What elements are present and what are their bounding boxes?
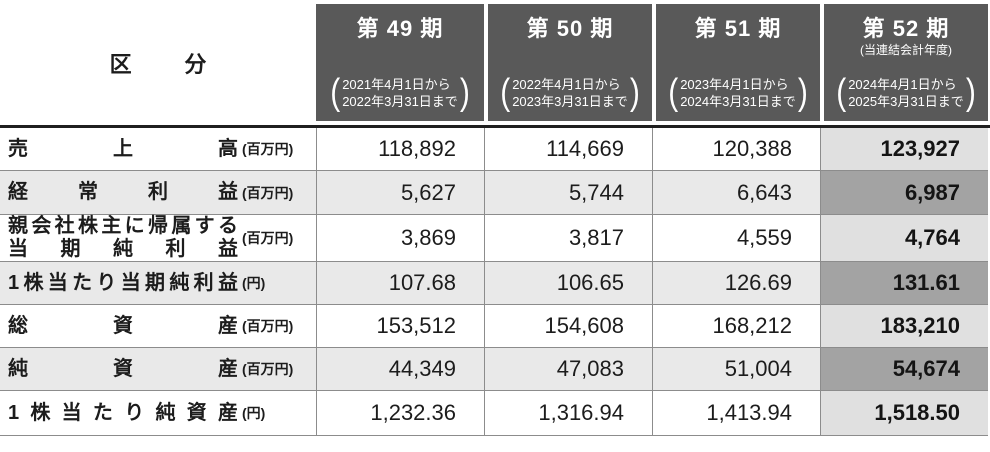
period-50-date-to: 2023年3月31日まで (512, 94, 628, 110)
row-label-cell: 総資産 (百万円) (0, 305, 316, 348)
period-51-date-from: 2023年4月1日から (680, 76, 789, 92)
row-unit: (百万円) (242, 230, 294, 246)
value-cell-51: 1,413.94 (652, 391, 820, 436)
open-paren: ( (330, 72, 341, 114)
row-label: 純資産 (8, 357, 238, 380)
period-header-52-current: 第 52 期 (当連結会計年度) ( 2024年4月1日から 2025年3月31日… (820, 4, 988, 121)
period-header-51: 第 51 期 ( 2023年4月1日から 2024年3月31日まで ) (652, 4, 820, 121)
value-cell-50: 106.65 (484, 262, 652, 305)
period-49-date-from: 2021年4月1日から (342, 76, 451, 92)
period-header-50: 第 50 期 ( 2022年4月1日から 2023年3月31日まで ) (484, 4, 652, 121)
value-cell-49: 44,349 (316, 348, 484, 391)
table-header-row: 区分 第 49 期 ( 2021年4月1日から 2022年3月31日まで ) 第 … (0, 0, 990, 121)
value-cell-52: 131.61 (820, 262, 988, 305)
period-header-49-top: 第 49 期 (356, 16, 444, 41)
value-cell-52: 1,518.50 (820, 391, 988, 436)
value-cell-49: 118,892 (316, 128, 484, 171)
row-label-cell: 経常利益 (百万円) (0, 171, 316, 215)
value-cell-52: 183,210 (820, 305, 988, 348)
value-cell-49: 3,869 (316, 215, 484, 262)
open-paren: ( (668, 72, 679, 114)
row-label-line1: 親会社株主に帰属する (8, 215, 238, 237)
category-header-cell: 区分 (0, 4, 316, 121)
table-row-profit-attributable-to-owners: 親会社株主に帰属する 当期純利益 (百万円) 3,869 3,817 4,559 … (0, 215, 990, 262)
row-label-cell: 親会社株主に帰属する 当期純利益 (百万円) (0, 215, 316, 262)
period-51-date-range: ( 2023年4月1日から 2024年3月31日まで ) (668, 72, 808, 114)
row-label: 親会社株主に帰属する 当期純利益 (8, 215, 238, 261)
period-49-title: 第 49 期 (356, 16, 444, 41)
open-paren: ( (500, 72, 511, 114)
value-cell-52: 123,927 (820, 128, 988, 171)
row-unit: (百万円) (242, 318, 294, 334)
value-cell-50: 5,744 (484, 171, 652, 215)
value-cell-51: 51,004 (652, 348, 820, 391)
table-row-ordinary-income: 経常利益 (百万円) 5,627 5,744 6,643 6,987 (0, 171, 990, 215)
row-unit: (円) (242, 405, 266, 421)
table-row-net-income-per-share: 1株当たり当期純利益 (円) 107.68 106.65 126.69 131.… (0, 262, 990, 305)
close-paren: ) (629, 72, 640, 114)
period-header-52-top: 第 52 期 (当連結会計年度) (860, 16, 952, 58)
table-row-net-sales: 売上高 (百万円) 118,892 114,669 120,388 123,92… (0, 128, 990, 171)
period-header-50-top: 第 50 期 (526, 16, 614, 41)
value-cell-50: 1,316.94 (484, 391, 652, 436)
row-label-cell: 1株当たり純資産 (円) (0, 391, 316, 436)
table-row-total-assets: 総資産 (百万円) 153,512 154,608 168,212 183,21… (0, 305, 990, 348)
value-cell-50: 114,669 (484, 128, 652, 171)
value-cell-51: 6,643 (652, 171, 820, 215)
value-cell-51: 4,559 (652, 215, 820, 262)
row-unit: (百万円) (242, 361, 294, 377)
period-52-date-range: ( 2024年4月1日から 2025年3月31日まで ) (836, 72, 976, 114)
value-cell-51: 120,388 (652, 128, 820, 171)
period-52-date-to: 2025年3月31日まで (848, 94, 964, 110)
row-unit: (百万円) (242, 184, 294, 201)
period-50-title: 第 50 期 (526, 16, 614, 41)
close-paren: ) (459, 72, 470, 114)
period-52-title: 第 52 期 (862, 16, 950, 41)
value-cell-52: 54,674 (820, 348, 988, 391)
value-cell-50: 154,608 (484, 305, 652, 348)
row-label: 1株当たり当期純利益 (8, 271, 238, 294)
row-label: 総資産 (8, 314, 238, 337)
close-paren: ) (965, 72, 976, 114)
row-unit: (円) (242, 275, 266, 291)
value-cell-49: 107.68 (316, 262, 484, 305)
value-cell-52: 4,764 (820, 215, 988, 262)
table-row-net-assets-per-share: 1株当たり純資産 (円) 1,232.36 1,316.94 1,413.94 … (0, 391, 990, 436)
period-49-date-range: ( 2021年4月1日から 2022年3月31日まで ) (330, 72, 470, 114)
table-body: 売上高 (百万円) 118,892 114,669 120,388 123,92… (0, 125, 990, 436)
value-cell-49: 1,232.36 (316, 391, 484, 436)
row-label: 売上高 (8, 137, 238, 160)
row-label-cell: 1株当たり当期純利益 (円) (0, 262, 316, 305)
period-51-date-to: 2024年3月31日まで (680, 94, 796, 110)
category-header-label: 区分 (109, 51, 260, 77)
value-cell-50: 47,083 (484, 348, 652, 391)
period-52-subtitle: (当連結会計年度) (860, 43, 952, 58)
value-cell-52: 6,987 (820, 171, 988, 215)
close-paren: ) (797, 72, 808, 114)
open-paren: ( (836, 72, 847, 114)
table-row-net-assets: 純資産 (百万円) 44,349 47,083 51,004 54,674 (0, 348, 990, 391)
period-51-title: 第 51 期 (694, 16, 782, 41)
period-50-date-from: 2022年4月1日から (512, 76, 621, 92)
row-label-cell: 売上高 (百万円) (0, 128, 316, 171)
value-cell-49: 153,512 (316, 305, 484, 348)
period-header-49: 第 49 期 ( 2021年4月1日から 2022年3月31日まで ) (316, 4, 484, 121)
period-50-date-range: ( 2022年4月1日から 2023年3月31日まで ) (500, 72, 640, 114)
value-cell-50: 3,817 (484, 215, 652, 262)
value-cell-49: 5,627 (316, 171, 484, 215)
row-label-line2: 当期純利益 (8, 238, 238, 260)
row-label: 1株当たり純資産 (8, 401, 238, 424)
row-label-cell: 純資産 (百万円) (0, 348, 316, 391)
row-unit: (百万円) (242, 141, 294, 157)
value-cell-51: 126.69 (652, 262, 820, 305)
period-49-date-to: 2022年3月31日まで (342, 94, 458, 110)
period-52-date-from: 2024年4月1日から (848, 76, 957, 92)
period-header-51-top: 第 51 期 (694, 16, 782, 41)
row-label: 経常利益 (8, 181, 238, 203)
value-cell-51: 168,212 (652, 305, 820, 348)
